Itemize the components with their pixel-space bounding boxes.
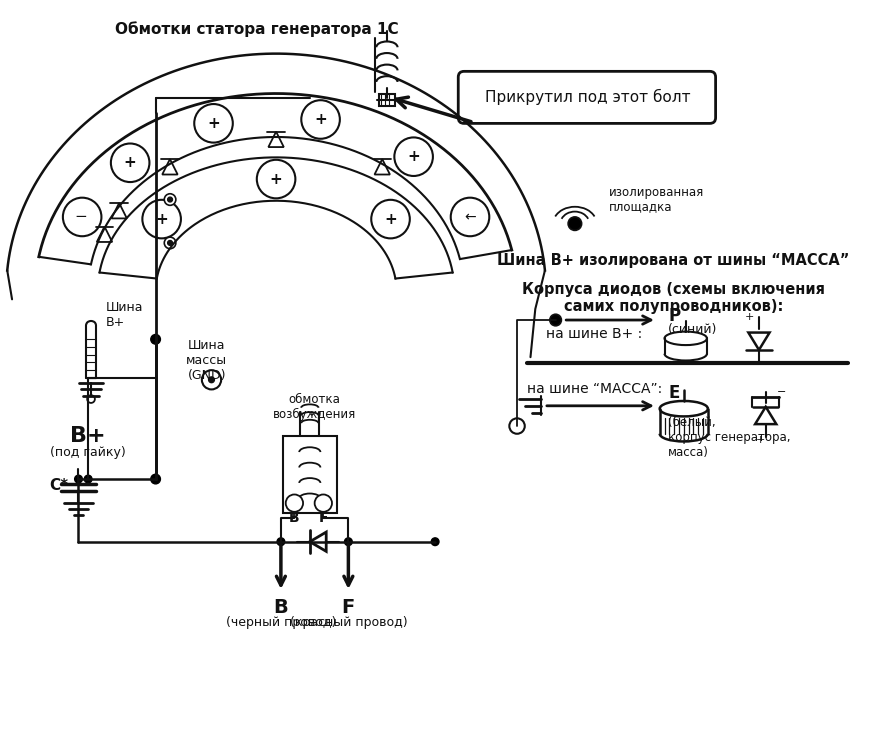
Text: B: B [289,511,300,524]
Text: (черный провод): (черный провод) [226,616,336,629]
Circle shape [74,475,82,483]
Text: +: + [314,112,327,127]
Circle shape [202,370,221,390]
Text: на шине “МАССА”:: на шине “МАССА”: [527,382,662,396]
Bar [379,94,395,106]
Text: +: + [207,116,219,131]
Circle shape [84,475,92,483]
Circle shape [209,377,214,383]
Text: (синий): (синий) [668,323,718,336]
Text: +: + [270,171,282,186]
Text: +: + [384,212,396,227]
Circle shape [277,538,285,545]
Text: +: + [124,156,136,171]
Text: +: + [744,312,754,322]
Circle shape [194,104,233,143]
Circle shape [344,538,352,545]
Text: самих полупроводников):: самих полупроводников): [564,299,783,314]
Circle shape [568,217,581,230]
Circle shape [395,138,433,176]
Text: Шина
массы
(GND): Шина массы (GND) [186,339,227,382]
Text: +: + [756,435,766,444]
Text: (красный провод): (красный провод) [289,616,407,629]
Circle shape [111,144,150,182]
Text: F: F [319,511,328,524]
Circle shape [431,538,439,545]
Text: −: − [764,358,773,369]
Circle shape [165,194,176,206]
Circle shape [150,474,160,484]
Text: ←: ← [465,211,476,225]
Text: B+: B+ [70,426,106,446]
Text: +: + [407,149,420,165]
Circle shape [450,197,489,236]
Bar [283,435,337,513]
Circle shape [510,418,525,434]
Circle shape [150,334,160,344]
Circle shape [165,237,176,248]
Text: F: F [342,598,355,617]
Text: P: P [668,307,681,325]
Circle shape [550,314,561,326]
FancyBboxPatch shape [458,71,716,123]
Circle shape [167,197,173,202]
Text: +: + [155,212,168,227]
Text: обмотка
возбуждения: обмотка возбуждения [273,393,357,421]
Text: изолированная
площадка: изолированная площадка [609,186,704,213]
Circle shape [286,494,303,512]
Text: (белый,
корпус генератора,
масса): (белый, корпус генератора, масса) [668,417,791,459]
Circle shape [371,200,410,239]
Circle shape [301,100,340,139]
Text: на шине B+ :: на шине B+ : [546,327,643,340]
Text: Обмотки статора генератора 1С: Обмотки статора генератора 1С [115,21,398,37]
Text: (под гайку): (под гайку) [50,446,126,459]
Text: Шина
B+: Шина B+ [105,301,143,329]
Circle shape [87,395,95,403]
Text: E: E [668,384,680,402]
Text: Прикрутил под этот болт: Прикрутил под этот болт [485,89,690,105]
Text: C*: C* [50,478,69,494]
Text: −: − [75,209,88,224]
Circle shape [63,197,102,236]
Text: Шина B+ изолирована от шины “МАССА”: Шина B+ изолирована от шины “МАССА” [497,253,850,268]
Text: −: − [777,387,787,397]
Circle shape [142,200,181,239]
Circle shape [167,241,173,245]
Text: Корпуса диодов (схемы включения: Корпуса диодов (схемы включения [521,282,825,297]
Circle shape [315,494,332,512]
Text: B: B [273,598,289,617]
Circle shape [257,160,296,198]
